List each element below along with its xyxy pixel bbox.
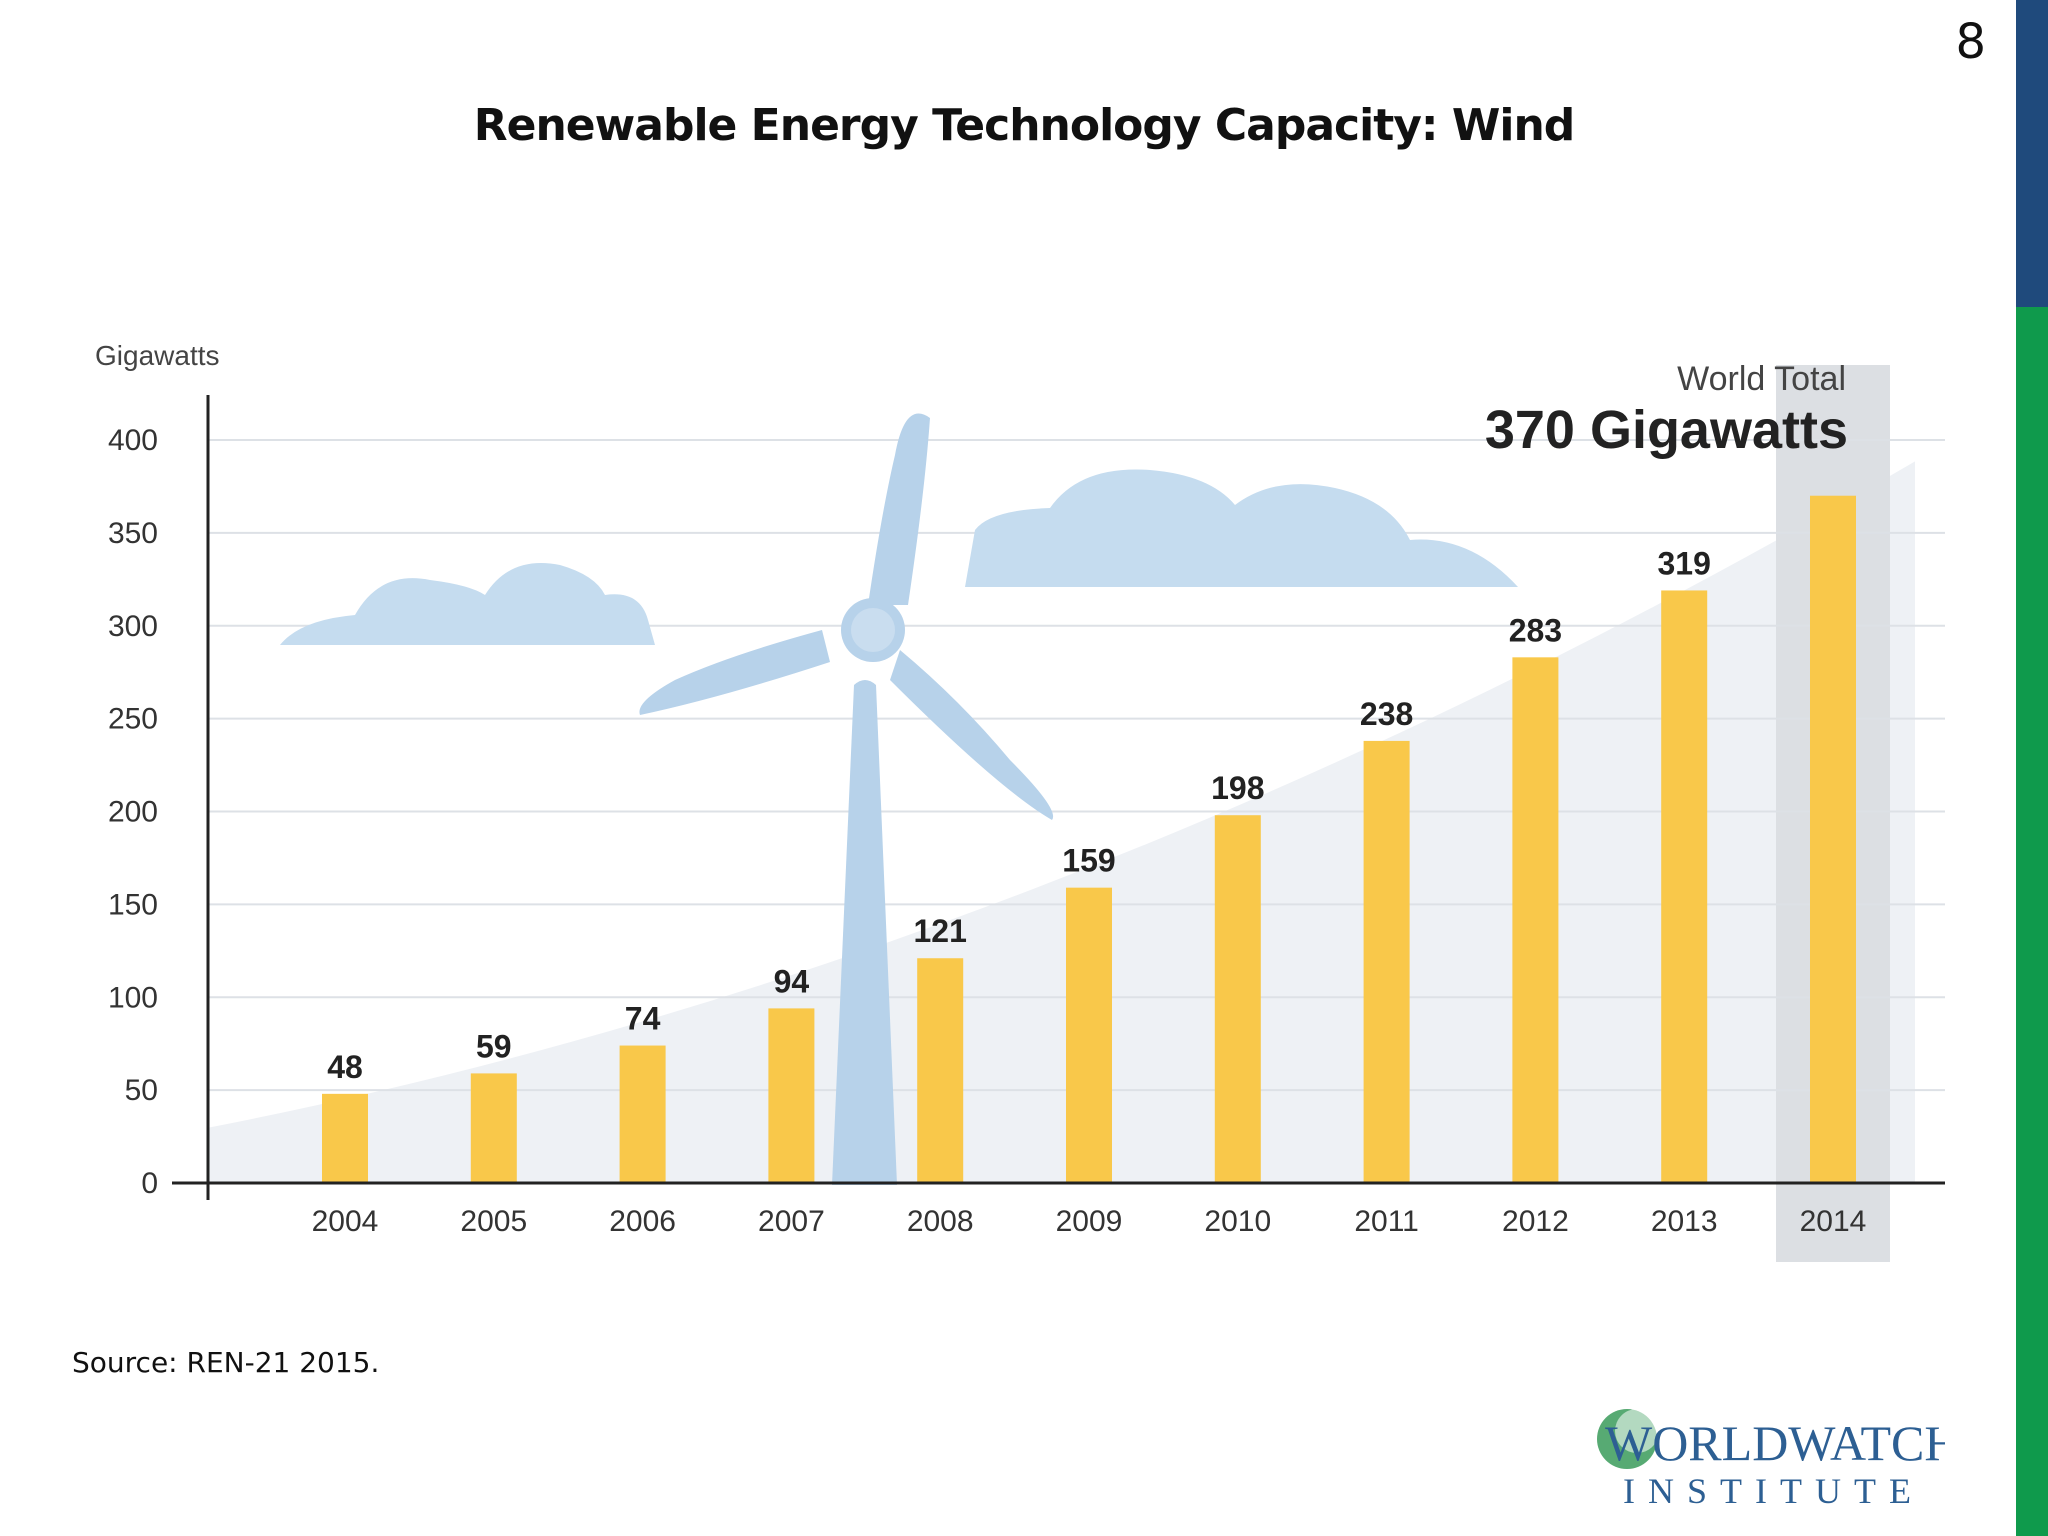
axis-layer: 0 50 100 150 200 250 300 350 400	[108, 395, 1945, 1200]
bar-layer	[322, 495, 1856, 1184]
x-tick-label: 2010	[1204, 1205, 1271, 1238]
data-label: 238	[1360, 696, 1413, 732]
trend-area-layer	[208, 461, 1915, 1183]
world-total-value: 370 Gigawatts	[1485, 400, 1848, 460]
world-total-label: World Total	[1677, 360, 1846, 398]
x-tick-label: 2012	[1502, 1205, 1569, 1238]
y-tick-label: 250	[108, 703, 158, 736]
data-label: 94	[774, 963, 810, 999]
y-tick-label: 400	[108, 424, 158, 457]
x-tick-label: 2007	[758, 1205, 825, 1238]
y-tick-label: 50	[125, 1074, 158, 1107]
x-tick-label: 2006	[609, 1205, 676, 1238]
turbine-tower	[832, 680, 897, 1185]
x-tick-label: 2014	[1800, 1205, 1867, 1238]
y-tick-label: 300	[108, 610, 158, 643]
bar-2011	[1363, 740, 1410, 1183]
data-label: 159	[1062, 843, 1115, 879]
x-tick-label: 2008	[907, 1205, 974, 1238]
cloud-right	[965, 469, 1518, 587]
x-tick-label: 2009	[1056, 1205, 1123, 1238]
cloud-left	[280, 563, 655, 645]
turbine-blade-up	[868, 413, 930, 605]
bar-2009	[1066, 887, 1112, 1183]
x-tick-label: 2013	[1651, 1205, 1718, 1238]
bar-2014	[1810, 495, 1856, 1184]
y-tick-label: 100	[108, 981, 158, 1014]
data-label: 319	[1658, 545, 1711, 581]
x-tick-label: 2005	[460, 1205, 527, 1238]
source-note: Source: REN-21 2015.	[72, 1346, 380, 1379]
data-label: 121	[914, 913, 967, 949]
turbine-blade-right	[890, 650, 1054, 820]
data-label: 283	[1509, 612, 1562, 648]
turbine-blade-left	[639, 630, 830, 715]
bar-2004	[322, 1093, 368, 1183]
worldwatch-logo: WORLDWATCH INSTITUTE	[1597, 1409, 1945, 1511]
side-accent-green	[2016, 307, 2048, 1536]
bar-2013	[1661, 590, 1708, 1183]
x-tick-label: 2011	[1354, 1205, 1419, 1238]
data-label: 74	[625, 1001, 661, 1037]
bar-2005	[470, 1073, 517, 1183]
logo-line1: WORLDWATCH	[1605, 1415, 1945, 1471]
bar-2010	[1214, 815, 1261, 1183]
y-tick-label: 150	[108, 888, 158, 921]
logo-globe-highlight	[1615, 1409, 1659, 1453]
bar-2006	[619, 1045, 666, 1183]
y-axis-label: Gigawatts	[95, 340, 220, 371]
data-label: 59	[476, 1028, 512, 1064]
y-tick-label: 350	[108, 517, 158, 550]
data-label: 198	[1211, 770, 1264, 806]
bar-2007	[768, 1008, 815, 1183]
page-number: 8	[1955, 14, 1986, 70]
y-tick-label: 0	[141, 1167, 158, 1200]
side-accent-blue	[2016, 0, 2048, 307]
y-tick-label: 200	[108, 796, 158, 829]
trend-area	[208, 461, 1915, 1183]
label-layer: 2004 48 2005 59 2006 74 2007 94 2008 121 2009 159 20…	[312, 545, 1867, 1238]
bar-2008	[917, 958, 964, 1183]
data-label: 48	[327, 1049, 363, 1085]
turbine-hub-center	[851, 608, 895, 652]
x-tick-label: 2004	[312, 1205, 379, 1238]
bar-2012	[1512, 657, 1559, 1183]
wind-turbine-illustration	[280, 413, 1518, 1185]
logo-line2: INSTITUTE	[1623, 1471, 1924, 1511]
slide-title: Renewable Energy Technology Capacity: Wi…	[473, 100, 1576, 151]
